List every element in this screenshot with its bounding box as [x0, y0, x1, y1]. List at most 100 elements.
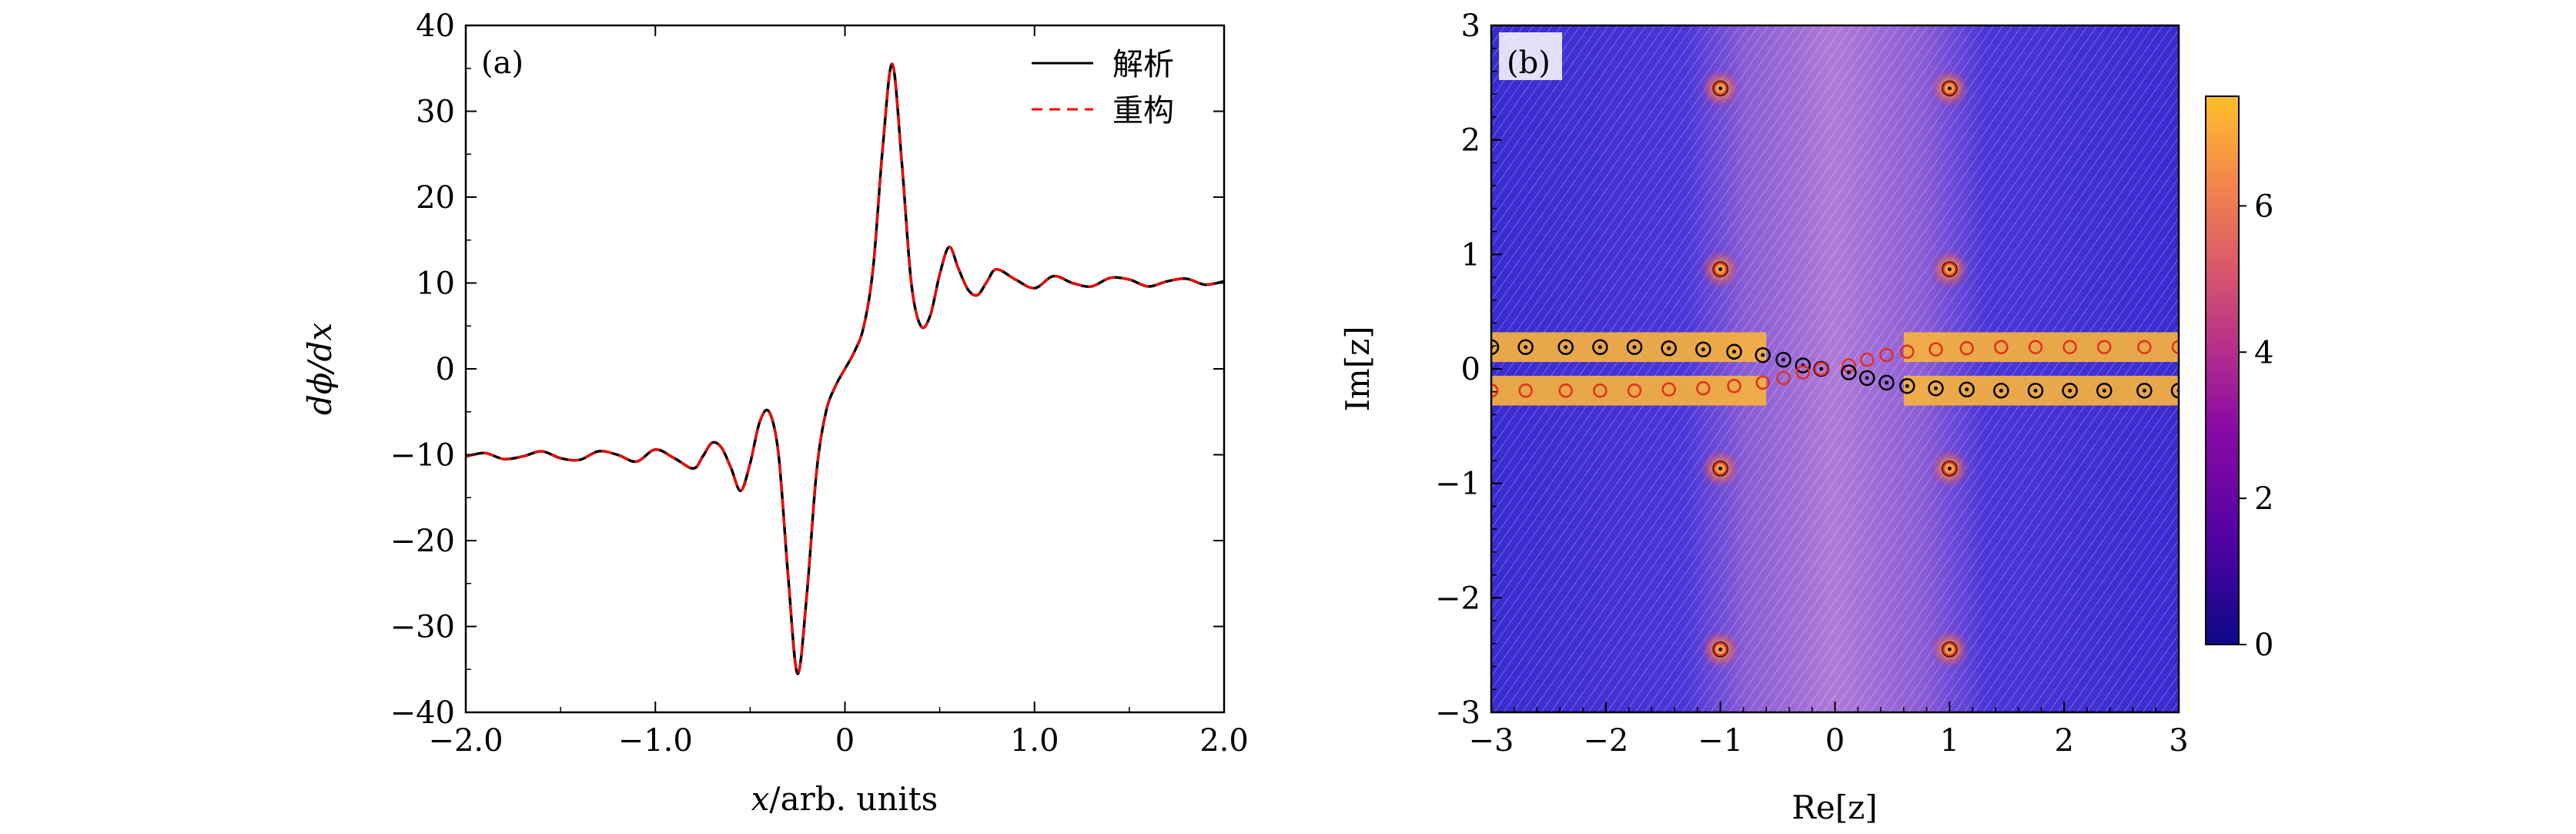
pole-marker-red — [1879, 347, 1894, 363]
zero-marker-black-dot — [1846, 370, 1851, 374]
panel-a-xlabel-rest: /arb. units — [769, 780, 938, 818]
zero-marker-black — [1695, 341, 1711, 357]
pole-marker-red — [1661, 382, 1676, 397]
zero-marker-black-dot — [2033, 388, 2038, 393]
pole-marker-red — [1929, 342, 1943, 357]
y-tick-label: 40 — [416, 8, 455, 44]
y-tick-label: 3 — [1461, 8, 1480, 44]
zero-marker-black — [1841, 364, 1857, 380]
legend-label-analytic: 解析 — [1112, 47, 1174, 82]
pole-marker-red — [1814, 361, 1828, 377]
zero-marker-black-dot — [1884, 380, 1889, 385]
x-tick-label: 1.0 — [1010, 723, 1059, 759]
pole-marker-red — [1942, 262, 1957, 276]
pole-marker-red — [1795, 365, 1811, 380]
y-tick-label: 2 — [1461, 123, 1480, 159]
zero-marker-black — [2027, 382, 2044, 399]
pole-marker-red — [1776, 370, 1791, 386]
legend: 解析 重构 — [1032, 47, 1174, 129]
pole-marker-red — [1900, 344, 1915, 359]
colorbar-tick-label: 0 — [2254, 628, 2273, 663]
y-tick-label: 1 — [1461, 237, 1480, 273]
y-tick-label: 0 — [436, 352, 455, 387]
zero-marker-black-dot — [1718, 466, 1723, 471]
y-tick-label: −1 — [1435, 467, 1480, 502]
y-tick-label: 20 — [416, 180, 455, 216]
pole-marker-red — [2137, 340, 2152, 355]
zero-marker-black — [1775, 351, 1791, 368]
y-tick-label: −2 — [1435, 581, 1480, 616]
pole-marker-red — [1696, 381, 1711, 396]
zero-marker-black-dot — [1947, 86, 1952, 91]
pole-marker-red — [1942, 641, 1957, 657]
zero-marker-black — [1993, 382, 2009, 399]
zero-marker-black-dot — [1947, 647, 1952, 651]
pole-marker-red — [1713, 262, 1728, 276]
zero-marker-black-dot — [1865, 376, 1869, 380]
y-tick-label: 10 — [416, 266, 455, 302]
colorbar-tick-label: 2 — [2254, 481, 2273, 517]
zero-marker-black — [1517, 339, 1534, 356]
panel-a-xlabel-var: x — [751, 780, 770, 818]
x-tick-label: −2.0 — [428, 723, 503, 759]
zero-marker-black-dot — [1999, 388, 2003, 393]
zero-marker-black-dot — [1905, 384, 1909, 388]
zero-marker-black — [1755, 347, 1771, 363]
zero-marker-black-dot — [1781, 357, 1786, 362]
x-tick-label: 2 — [2054, 723, 2073, 759]
zero-marker-black — [1626, 339, 1643, 356]
zero-marker-black-dot — [1524, 345, 1528, 350]
zero-marker-black-dot — [2142, 388, 2146, 393]
heatmap-band — [1903, 375, 2179, 406]
y-tick-label: −40 — [390, 695, 455, 731]
y-tick-label: −3 — [1435, 695, 1480, 731]
zero-marker-black-dot — [1667, 346, 1671, 350]
pole-marker-red — [2097, 340, 2112, 355]
zero-marker-black-dot — [1947, 267, 1952, 272]
zero-marker-black — [2136, 382, 2153, 399]
colorbar — [2205, 95, 2240, 645]
x-tick-label: 0 — [835, 723, 855, 759]
y-tick-label: 0 — [1461, 352, 1480, 387]
pole-marker-red — [1755, 375, 1770, 390]
legend-label-reconstructed: 重构 — [1112, 93, 1174, 129]
zero-marker-black-dot — [1933, 386, 1938, 390]
pole-marker-red — [1727, 379, 1741, 394]
panel-b-ylabel: Im[z] — [1339, 326, 1377, 411]
panel-a: −2.0 −1.0 0 1.0 2.0 −40 −30 −20 −10 0 10 20 30 40 (a)… — [301, 8, 1249, 818]
pole-marker-red — [1491, 383, 1499, 398]
panel-b-xlabel: Re[z] — [1791, 789, 1877, 826]
heatmap-hatching — [1491, 25, 2179, 712]
zero-marker-black — [2096, 382, 2113, 399]
zero-marker-black — [2062, 382, 2078, 399]
zero-marker-black-dot — [2102, 388, 2106, 393]
zero-marker-black — [1959, 381, 1975, 398]
zero-marker-black-dot — [1632, 345, 1637, 350]
x-tick-label: 0 — [1825, 723, 1845, 759]
y-tick-label: 30 — [416, 95, 455, 130]
pole-marker-red — [1593, 383, 1607, 398]
zero-marker-black — [1592, 339, 1608, 356]
zero-marker-black — [1795, 357, 1812, 373]
zero-marker-black — [1858, 370, 1875, 387]
pole-marker-red — [1558, 383, 1573, 398]
pole-marker-red — [1713, 641, 1728, 657]
panel-a-ylabel: dϕ/dx — [301, 323, 339, 416]
pole-marker-red — [1713, 81, 1728, 96]
x-tick-label: −3 — [1469, 723, 1514, 759]
colorbar-tick-label: 6 — [2254, 189, 2273, 224]
pole-marker-red — [1942, 81, 1957, 96]
zero-marker-black — [1878, 374, 1895, 391]
x-tick-label: −1 — [1698, 723, 1743, 759]
x-tick-label: −2 — [1583, 723, 1628, 759]
zero-marker-black-dot — [1718, 647, 1723, 651]
zero-marker-black-dot — [1761, 353, 1765, 357]
zero-marker-black — [1661, 340, 1677, 357]
panel-a-xlabel: x/arb. units — [751, 780, 938, 818]
pole-marker-red — [1713, 461, 1728, 476]
zero-marker-black-dot — [1718, 86, 1723, 91]
x-tick-label: −1.0 — [618, 723, 693, 759]
colorbar-tick-label: 4 — [2254, 335, 2273, 370]
x-tick-label: 2.0 — [1199, 723, 1249, 759]
